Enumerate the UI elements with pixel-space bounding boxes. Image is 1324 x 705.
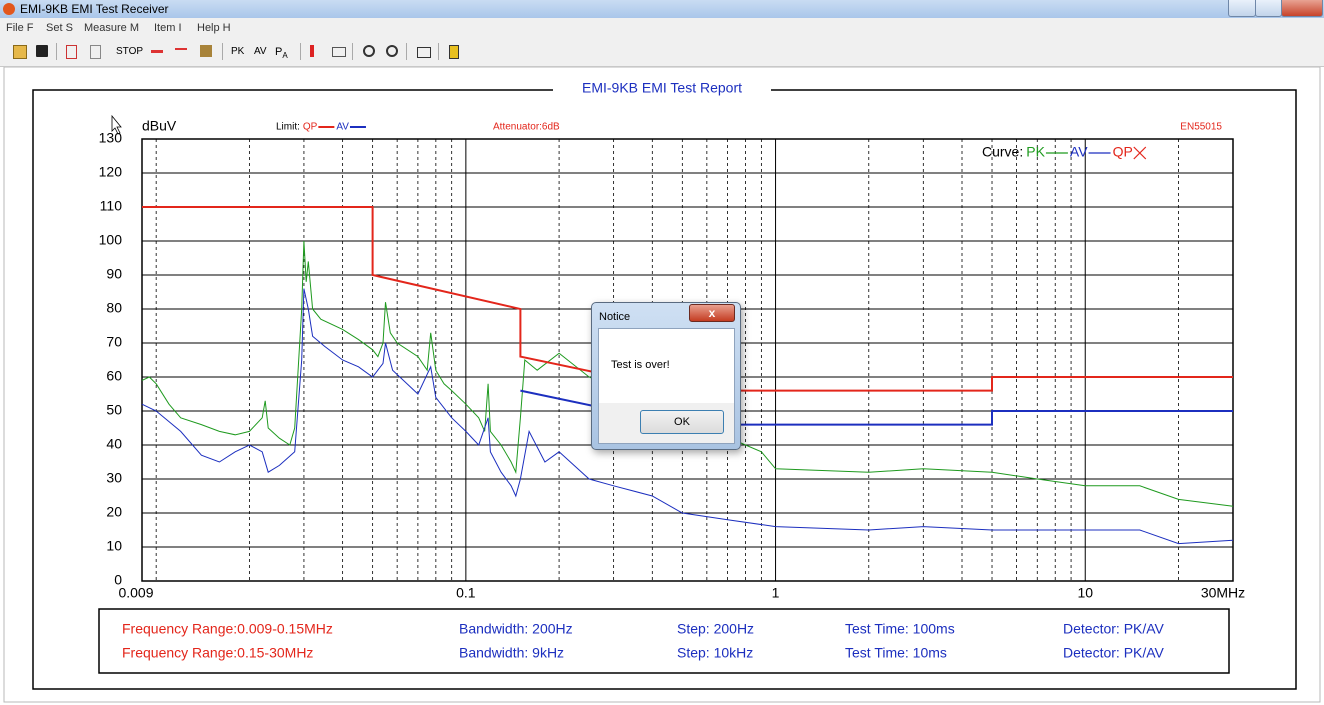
info-text: Test Time: 100ms (845, 621, 955, 637)
y-tick-label: 70 (106, 334, 122, 350)
marker-button[interactable] (310, 45, 314, 57)
step-button[interactable] (151, 50, 163, 53)
info-text: Detector: PK/AV (1063, 621, 1165, 637)
data-line (142, 206, 1233, 392)
x-tick-label: 0.009 (118, 585, 153, 601)
menu-bar: File F Set S Measure M Item I Help H (0, 18, 1324, 37)
dialog-message: Test is over! (611, 359, 670, 371)
y-tick-label: 100 (99, 232, 123, 248)
separator (56, 43, 57, 60)
print-button[interactable] (417, 47, 431, 58)
x-tick-label: 10 (1077, 585, 1093, 601)
legend-marker (1133, 146, 1147, 160)
separator (406, 43, 407, 60)
zoom-in-button[interactable] (363, 45, 375, 57)
mouse-cursor (111, 114, 122, 135)
info-text: Frequency Range:0.15-30MHz (122, 645, 313, 661)
maximize-button[interactable] (1255, 0, 1282, 17)
dialog-body: Test is over! OK (598, 328, 735, 444)
dialog-close[interactable]: x (689, 304, 735, 322)
app-icon (3, 3, 15, 15)
notice-dialog: Notice x Test is over! OK (591, 302, 741, 450)
menu-item[interactable]: File F (6, 22, 34, 34)
close-button[interactable] (1281, 0, 1323, 17)
window-title: EMI-9KB EMI Test Receiver (20, 2, 169, 16)
open-button[interactable] (13, 45, 27, 59)
pause-button[interactable] (90, 45, 101, 59)
help-button[interactable] (66, 45, 77, 59)
y-tick-label: 40 (106, 436, 122, 452)
info-text: Bandwidth: 200Hz (459, 621, 573, 637)
y-tick-label: 80 (106, 300, 122, 316)
y-tick-label: 60 (106, 368, 122, 384)
title-backdrop (553, 80, 771, 98)
y-tick-label: 90 (106, 266, 122, 282)
export-button[interactable] (200, 45, 212, 57)
info-text: Test Time: 10ms (845, 645, 947, 661)
stop-button[interactable]: STOP (116, 46, 144, 57)
annotation: Attenuator:6dB (493, 122, 560, 133)
menu-item[interactable]: Item I (154, 22, 182, 34)
info-text: Frequency Range:0.009-0.15MHz (122, 621, 333, 637)
legend-entry: AV (1070, 144, 1088, 160)
y-tick-label: 30 (106, 470, 122, 486)
x-tick-label: 0.1 (456, 585, 476, 601)
separator (438, 43, 439, 60)
data-line (141, 240, 1234, 507)
legend-entry: PK (1026, 144, 1045, 160)
exit-button[interactable] (449, 45, 459, 59)
y-tick-label: 50 (106, 402, 122, 418)
pa-label: P (275, 46, 283, 58)
x-tick-label: 30MHz (1201, 585, 1245, 601)
scan-button[interactable] (175, 48, 187, 56)
save-button[interactable] (36, 45, 48, 57)
annotation: EN55015 (1180, 122, 1222, 133)
menu-item[interactable]: Set S (46, 22, 73, 34)
info-text: Step: 10kHz (677, 645, 753, 661)
peak-button[interactable] (332, 47, 346, 57)
separator (300, 43, 301, 60)
chart-title: EMI-9KB EMI Test Report (582, 80, 742, 96)
info-box (98, 608, 1230, 674)
y-tick-label: 0 (114, 572, 122, 588)
separator (352, 43, 353, 60)
info-text: Detector: PK/AV (1063, 645, 1165, 661)
info-text: Step: 200Hz (677, 621, 754, 637)
av-button[interactable]: AV (254, 46, 267, 57)
legend-entry: QP (303, 122, 318, 133)
y-tick-label: 130 (99, 130, 123, 146)
zoom-out-button[interactable] (386, 45, 398, 57)
pa-subscript: A (282, 51, 288, 61)
minimize-button[interactable] (1228, 0, 1256, 17)
dialog-title: Notice (599, 311, 631, 323)
menu-item[interactable]: Measure M (84, 22, 140, 34)
title-bar: EMI-9KB EMI Test Receiver (0, 0, 1324, 18)
legend-label: Curve: (982, 144, 1023, 160)
legend-entry: AV (336, 122, 349, 133)
separator (222, 43, 223, 60)
y-axis-label: dBuV (142, 118, 177, 134)
x-tick-label: 1 (772, 585, 780, 601)
y-tick-label: 20 (106, 504, 122, 520)
y-tick-label: 10 (106, 538, 122, 554)
data-line (141, 288, 1234, 545)
pk-button[interactable]: PK (231, 46, 245, 57)
pa-button[interactable]: PA (275, 46, 288, 60)
legend-entry: QP (1113, 144, 1133, 160)
ok-button[interactable]: OK (640, 410, 724, 434)
dialog-message-area: Test is over! (599, 329, 734, 403)
y-tick-label: 110 (100, 198, 123, 214)
toolbar: STOP PK AV PA (0, 37, 1324, 67)
menu-item[interactable]: Help H (197, 22, 231, 34)
legend-label: Limit: (276, 122, 300, 133)
info-text: Bandwidth: 9kHz (459, 645, 564, 661)
y-tick-label: 120 (99, 164, 123, 180)
